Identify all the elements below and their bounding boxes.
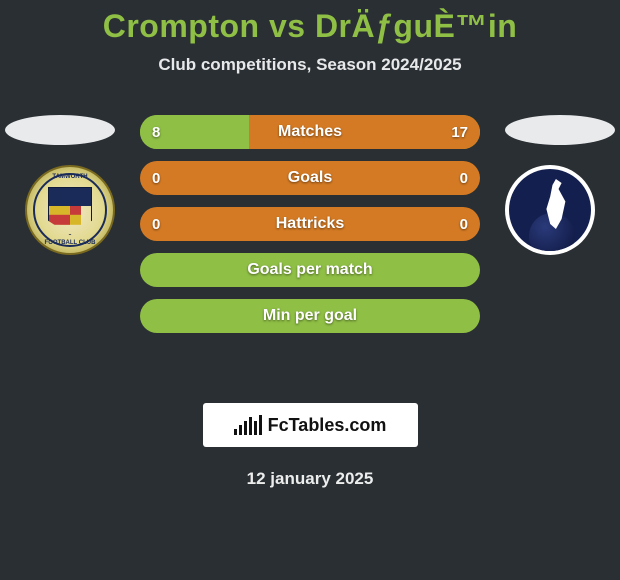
stat-value-right: 0 (460, 216, 468, 233)
stats-stage: TAMWORTH FOOTBALL CLUB 8 17 Matches 0 0 Goals… (0, 115, 620, 375)
stat-label: Min per goal (263, 307, 357, 325)
page-title: Crompton vs DrÄƒguÈ™in (0, 8, 620, 45)
stat-value-left: 0 (152, 216, 160, 233)
subtitle: Club competitions, Season 2024/2025 (0, 55, 620, 75)
club-badge-right (505, 165, 595, 255)
stat-value-right: 17 (451, 124, 468, 141)
badge-left-top-text: TAMWORTH (27, 174, 113, 180)
bar-icon-segment (249, 417, 252, 435)
stat-label: Matches (278, 123, 342, 141)
stat-label: Hattricks (276, 215, 344, 233)
vs-label: vs (269, 8, 306, 44)
stat-row: 0 0 Goals (140, 161, 480, 195)
bar-icon-segment (259, 415, 262, 435)
stat-label: Goals (288, 169, 332, 187)
bar-icon-segment (244, 421, 247, 435)
left-ellipse-decor (5, 115, 115, 145)
stat-label: Goals per match (247, 261, 372, 279)
badge-right-bg (509, 169, 591, 251)
date-label: 12 january 2025 (0, 469, 620, 489)
player2-name: DrÄƒguÈ™in (315, 8, 517, 44)
player1-name: Crompton (103, 8, 260, 44)
stat-row: Min per goal (140, 299, 480, 333)
stat-value-left: 8 (152, 124, 160, 141)
comparison-card: Crompton vs DrÄƒguÈ™in Club competitions… (0, 0, 620, 489)
watermark: FcTables.com (203, 403, 418, 447)
badge-left-bottom-text: FOOTBALL CLUB (27, 240, 113, 246)
stat-row: 0 0 Hattricks (140, 207, 480, 241)
stat-value-left: 0 (152, 170, 160, 187)
club-badge-left: TAMWORTH FOOTBALL CLUB (25, 165, 115, 255)
stat-rows: 8 17 Matches 0 0 Goals 0 0 Hattricks Goals per ma… (140, 115, 480, 345)
stat-row: 8 17 Matches (140, 115, 480, 149)
bar-chart-icon (234, 415, 262, 435)
bar-icon-segment (234, 429, 237, 435)
right-ellipse-decor (505, 115, 615, 145)
bar-icon-segment (254, 421, 257, 435)
bar-icon-segment (239, 425, 242, 435)
stat-value-right: 0 (460, 170, 468, 187)
stat-row: Goals per match (140, 253, 480, 287)
watermark-text: FcTables.com (268, 415, 387, 436)
